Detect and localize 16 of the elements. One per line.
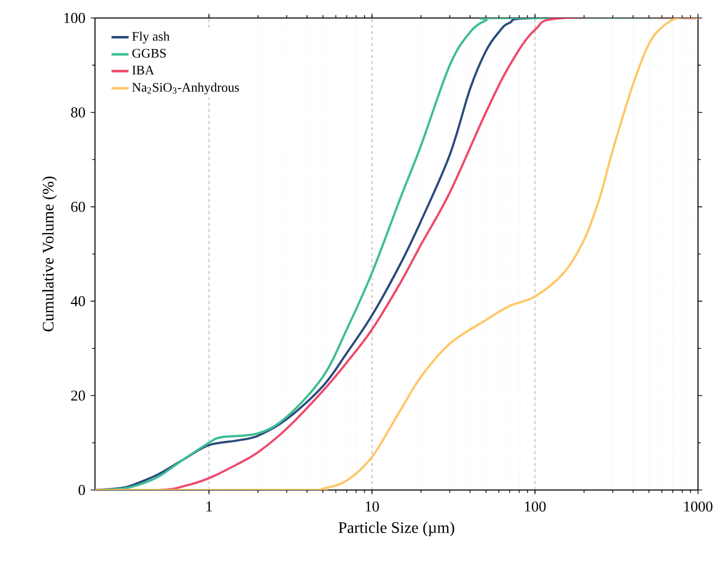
legend-label: GGBS bbox=[132, 48, 166, 58]
legend-label: Fly ash bbox=[132, 32, 170, 44]
y-tick-label: 100 bbox=[64, 12, 85, 24]
y-tick-label: 40 bbox=[70, 296, 85, 306]
y-tick-label: 0 bbox=[78, 484, 85, 496]
y-tick-label: 80 bbox=[71, 107, 85, 118]
legend-label: IBA bbox=[132, 66, 154, 74]
legend-label: Na$_{2}$SiO$_{3}$-Anhydrous bbox=[132, 82, 239, 94]
x-axis-title: Particle Size (µm) bbox=[338, 522, 454, 536]
x-tick-label: 1 bbox=[206, 501, 212, 512]
x-tick-label: 10 bbox=[366, 501, 379, 512]
y-tick-label: 20 bbox=[71, 390, 85, 401]
x-tick-label: 100 bbox=[525, 501, 546, 512]
y-tick-label: 60 bbox=[71, 202, 85, 212]
y-axis-title: Cumulative Volume (%) bbox=[42, 176, 57, 332]
x-tick-label: 1000 bbox=[684, 501, 712, 512]
